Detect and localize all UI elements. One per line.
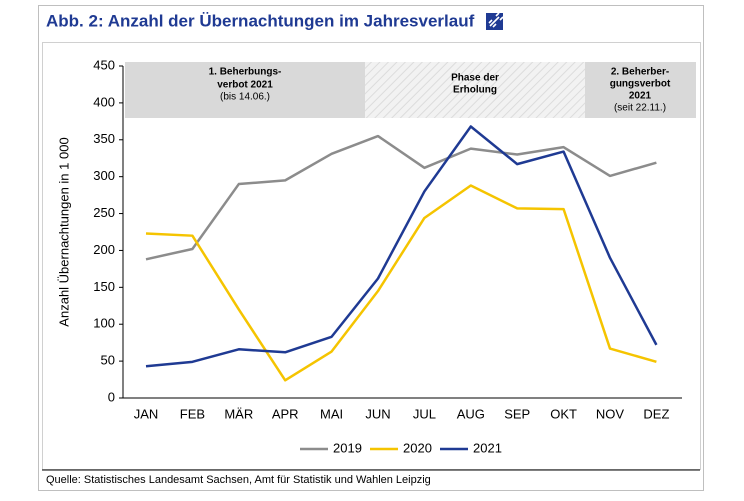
- x-tick-label: JAN: [134, 406, 159, 421]
- annotation-note: (seit 22.11.): [614, 103, 666, 114]
- y-tick-label: 450: [93, 57, 115, 72]
- annotation-note: (bis 14.06.): [220, 92, 270, 103]
- y-tick-label: 100: [93, 316, 115, 331]
- period-box: [585, 62, 696, 118]
- x-tick-label: NOV: [596, 406, 625, 421]
- annotation: gungsverbot: [610, 79, 671, 90]
- y-tick-label: 250: [93, 205, 115, 220]
- x-tick-label: MAI: [320, 406, 343, 421]
- annotation: 1. Beherbungs-: [209, 67, 282, 78]
- y-tick-label: 50: [101, 353, 115, 368]
- legend-label: 2019: [333, 440, 362, 455]
- annotation: 2021: [629, 91, 652, 102]
- y-axis-label: Anzahl Übernachtungen in 1 000: [56, 137, 71, 326]
- line: [145, 134, 657, 261]
- y-tick-label: 150: [93, 279, 115, 294]
- y-tick-label: 400: [93, 94, 115, 109]
- period-box: [365, 62, 585, 118]
- line: [145, 184, 657, 382]
- title: Abb. 2: Anzahl der Übernachtungen im Jah…: [46, 11, 475, 30]
- x-tick-label: JUL: [413, 406, 436, 421]
- line: [145, 125, 658, 368]
- x-tick-label: APR: [272, 406, 299, 421]
- link-icon[interactable]: [486, 12, 504, 30]
- annotation: Erholung: [453, 85, 497, 96]
- legend-label: 2020: [403, 440, 432, 455]
- y-tick-label: 350: [93, 131, 115, 146]
- frame: [38, 5, 704, 491]
- x-tick-label: AUG: [457, 406, 485, 421]
- x-tick-label: FEB: [180, 406, 205, 421]
- annotation: Phase der: [451, 73, 499, 84]
- annotation: verbot 2021: [217, 80, 273, 91]
- annotation: 2. Beherber-: [611, 67, 669, 78]
- x-tick-label: DEZ: [643, 406, 669, 421]
- legend-label: 2021: [473, 440, 502, 455]
- y-tick-label: 0: [108, 389, 115, 404]
- y-tick-label: 300: [93, 168, 115, 183]
- x-tick-label: SEP: [504, 406, 530, 421]
- period-box: [125, 62, 365, 118]
- x-tick-label: MÄR: [224, 406, 253, 421]
- source: Quelle: Statistisches Landesamt Sachsen,…: [46, 474, 431, 486]
- y-tick-label: 200: [93, 242, 115, 257]
- x-tick-label: JUN: [365, 406, 390, 421]
- x-tick-label: OKT: [550, 406, 577, 421]
